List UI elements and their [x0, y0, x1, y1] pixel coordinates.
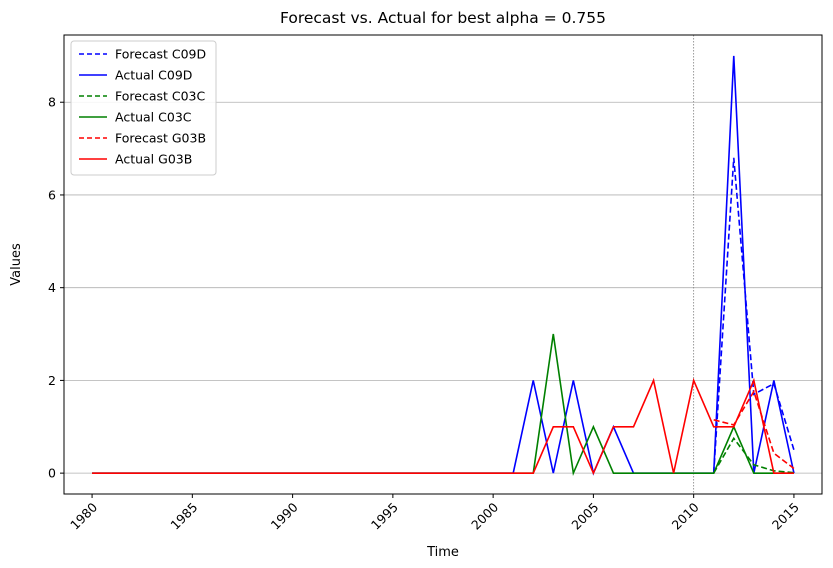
legend-label: Forecast C09D [115, 47, 206, 62]
legend-label: Actual G03B [115, 152, 192, 167]
y-axis-ticks: 0 2 4 6 8 [48, 95, 64, 481]
series-line-actual-g03b [92, 377, 794, 476]
series-lines [92, 55, 795, 477]
x-axis-label: Time [426, 545, 459, 560]
series-line-forecast-c09d [712, 157, 795, 474]
series-line-forecast-g03b [713, 389, 795, 470]
y-tick-label: 4 [48, 280, 56, 295]
y-axis-label: Values [9, 243, 24, 286]
legend-label: Actual C03C [115, 110, 192, 125]
legend-box [70, 40, 217, 176]
plot-frame [63, 34, 823, 495]
y-tick-label: 2 [48, 373, 56, 388]
y-tick-label: 8 [48, 95, 56, 110]
legend-label: Forecast C03C [115, 89, 206, 104]
legend-label: Actual C09D [115, 68, 192, 83]
legend: Forecast C09D Actual C09D Forecast C03C Act… [70, 40, 217, 176]
series-line-forecast-c03c [713, 436, 795, 474]
legend-label: Forecast G03B [115, 131, 206, 146]
chart-title: Forecast vs. Actual for best alpha = 0.7… [280, 9, 606, 27]
y-tick-label: 6 [48, 187, 56, 202]
y-tick-label: 0 [48, 466, 56, 481]
